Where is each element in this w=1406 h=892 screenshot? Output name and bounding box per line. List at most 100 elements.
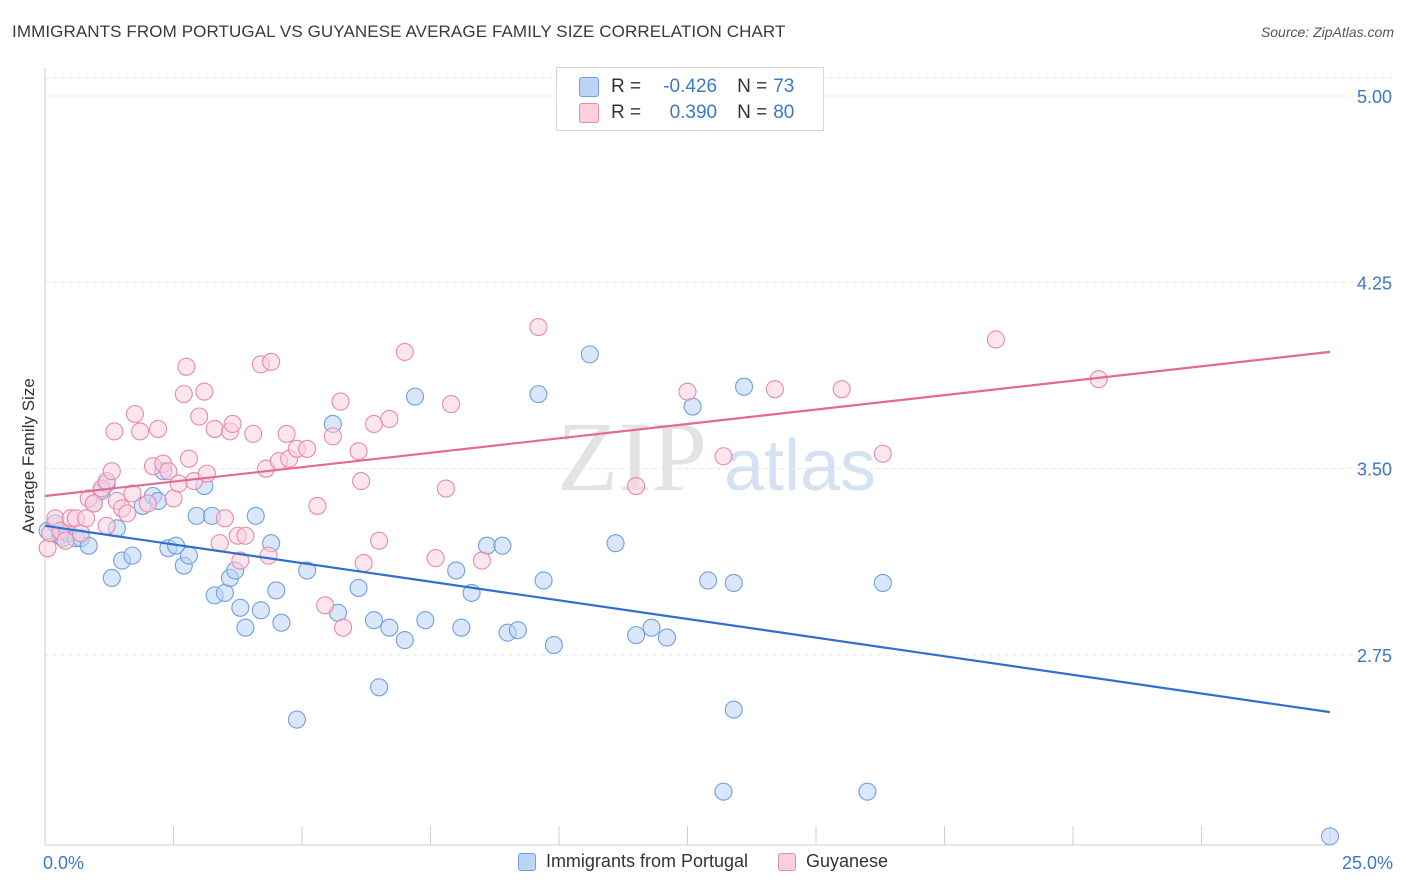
y-tick-label: 3.50 [1357,460,1392,480]
data-point [38,539,57,558]
data-point [277,424,296,443]
data-point [493,536,512,555]
data-point [765,380,784,399]
legend-label-portugal: Immigrants from Portugal [545,851,748,871]
data-point [118,504,137,523]
data-point [364,611,384,630]
data-point [858,782,877,801]
trend-lines [44,350,1331,714]
data-point [215,509,234,528]
stats-n-value: 80 [773,102,795,123]
data-point [724,573,743,593]
data-point [102,568,121,588]
data-point [236,618,255,637]
data-point [349,442,368,461]
data-point [642,618,661,637]
stats-n-label: N = [737,102,768,123]
data-point [244,424,263,443]
data-point [657,628,676,647]
data-point [231,598,250,617]
y-tick-label: 5.00 [1357,87,1392,107]
y-tick-labels: 2.75 3.50 4.25 5.00 [1357,87,1392,666]
data-point [416,611,435,630]
data-point [370,678,389,697]
data-point [352,472,371,491]
y-tick-label: 4.25 [1357,273,1392,293]
stats-row-portugal: R = -0.426 N = 73 [579,75,794,99]
chart-title: IMMIGRANTS FROM PORTUGAL VS GUYANESE AVE… [12,22,786,41]
data-point [334,618,353,637]
data-point [323,427,342,446]
data-point [699,571,718,590]
data-point [606,534,625,553]
stats-r-label: R = [611,76,642,97]
data-point [724,700,743,719]
legend-label-guyanese: Guyanese [806,851,889,871]
stats-r-value: -0.426 [663,76,718,97]
x-tick-label: 0.0% [43,853,84,873]
y-tick-label: 2.75 [1357,646,1392,666]
data-point [179,449,198,468]
stats-swatch-portugal [579,77,599,97]
stats-n-value: 73 [773,76,795,97]
series-guyanese-points [38,318,1108,637]
data-point [246,506,265,525]
data-point [223,414,242,433]
legend-item-guyanese[interactable]: Guyanese [778,851,888,872]
data-point [426,549,445,568]
legend-item-portugal[interactable]: Immigrants from Portugal [517,851,748,872]
data-point [627,626,646,645]
data-point [97,516,116,535]
data-point [210,534,229,553]
data-point [442,395,461,414]
data-point [102,462,121,481]
data-point [169,474,188,493]
data-point [354,554,373,573]
stats-legend: R = -0.426 N = 73 R = 0.390 N = 80 [556,67,824,131]
data-point [179,546,198,565]
data-point [395,342,414,361]
data-point [298,561,317,580]
data-point [395,631,414,650]
source-credit: Source: ZipAtlas.com [1260,24,1394,40]
data-point [84,494,103,513]
data-point [190,407,209,426]
data-point [873,444,892,463]
data-point [205,419,224,438]
data-point [272,613,291,632]
data-point [580,345,599,364]
data-point [406,387,425,406]
data-point [267,581,286,600]
data-point [231,551,250,570]
stats-r-value: 0.390 [669,102,718,123]
trend-line [44,524,1331,714]
data-point [316,596,335,615]
data-point [627,477,646,496]
data-point [331,392,350,411]
data-point [177,357,196,376]
x-tick-label: 25.0% [1342,853,1393,873]
stats-row-guyanese: R = 0.390 N = 80 [579,101,794,125]
data-point [236,526,255,545]
x-tick-labels: 0.0% 25.0% [43,853,1393,873]
data-point [534,571,553,590]
data-point [714,782,733,801]
axes [44,68,1331,846]
data-point [529,318,548,337]
data-point [436,479,455,498]
data-point [380,409,399,429]
data-point [678,382,697,401]
data-point [529,385,548,404]
data-point [986,330,1005,349]
stats-r-label: R = [611,102,642,123]
data-point [251,601,270,620]
data-point [714,447,733,466]
stats-swatch-guyanese [579,103,599,123]
data-point [1320,827,1340,846]
data-point [262,352,281,371]
trend-line [44,350,1331,498]
data-point [380,618,399,637]
data-point [873,573,892,593]
data-point [452,618,471,637]
